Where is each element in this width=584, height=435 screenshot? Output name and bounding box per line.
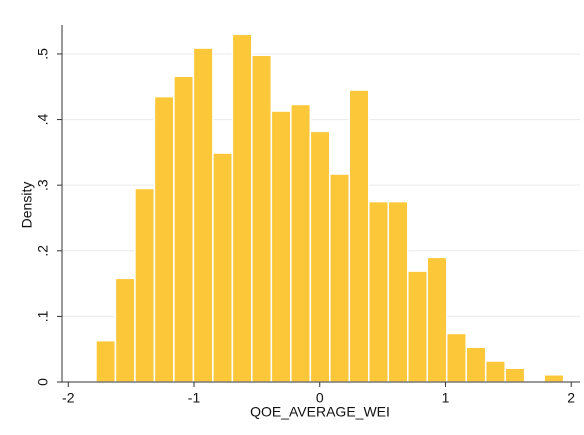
bar bbox=[251, 54, 273, 383]
bar bbox=[290, 103, 312, 383]
bar bbox=[329, 173, 351, 383]
bar bbox=[95, 339, 117, 383]
bar bbox=[153, 95, 175, 383]
bar bbox=[465, 346, 487, 383]
bar bbox=[445, 332, 467, 383]
y-tick-label: .5 bbox=[35, 48, 51, 60]
bar bbox=[231, 33, 253, 383]
y-tick-label: .4 bbox=[35, 114, 51, 126]
y-tick-label: .3 bbox=[35, 179, 51, 191]
bar bbox=[368, 200, 390, 383]
bar bbox=[543, 374, 565, 383]
bar bbox=[484, 360, 506, 383]
y-tick-label: .1 bbox=[35, 310, 51, 322]
y-axis-label: Density bbox=[19, 182, 35, 229]
bar bbox=[426, 256, 448, 383]
bar bbox=[134, 187, 156, 383]
x-tick-label: 1 bbox=[442, 390, 450, 406]
bar bbox=[348, 89, 370, 383]
bar bbox=[504, 367, 526, 383]
y-tick-label: 0 bbox=[35, 378, 51, 386]
bar bbox=[173, 75, 195, 383]
bar bbox=[114, 277, 136, 383]
x-tick-label: -2 bbox=[62, 390, 75, 406]
bar bbox=[212, 152, 234, 383]
bar bbox=[407, 270, 428, 383]
y-tick-label: .2 bbox=[35, 245, 51, 257]
x-tick-label: 0 bbox=[316, 390, 324, 406]
x-tick-label: -1 bbox=[188, 390, 201, 406]
x-axis-label: QOE_AVERAGE_WEI bbox=[250, 404, 390, 420]
bar bbox=[270, 110, 292, 383]
bar bbox=[387, 200, 409, 383]
bar bbox=[309, 130, 331, 383]
bar bbox=[192, 47, 214, 383]
x-tick-label: 2 bbox=[567, 390, 575, 406]
